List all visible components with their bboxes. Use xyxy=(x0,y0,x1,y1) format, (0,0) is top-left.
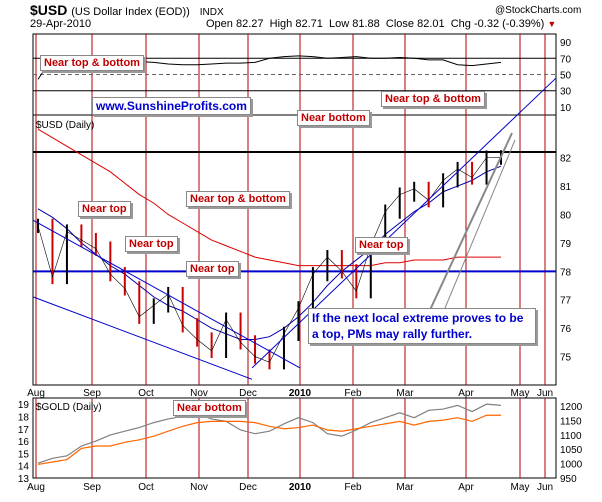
price-ytick: 77 xyxy=(560,296,572,307)
low-value: 81.88 xyxy=(352,18,380,30)
sma-50-line xyxy=(37,165,502,341)
rsi-ytick: 50 xyxy=(560,71,572,82)
xtick-label-price: Dec xyxy=(239,388,257,399)
chart-date: 29-Apr-2010 xyxy=(30,18,92,30)
xtick-label-gold: Jun xyxy=(537,482,553,493)
gold-ytick-right: 1050 xyxy=(560,445,583,456)
xtick-label-price: Jun xyxy=(537,388,553,399)
copyright: @StockCharts.com xyxy=(495,5,582,16)
gold-ytick-left: 16 xyxy=(18,437,30,448)
xtick-label-gold: Aug xyxy=(27,482,45,493)
symbol-title: $USD (US Dollar Index (EOD)) INDX xyxy=(30,2,224,18)
gold-ytick-left: 13 xyxy=(18,474,30,485)
xtick-label-gold: Apr xyxy=(458,482,474,493)
annotation-near-top-4: Near top xyxy=(355,237,408,253)
exchange: INDX xyxy=(199,7,224,18)
xtick-label-price: Apr xyxy=(458,388,474,399)
gold-series-0 xyxy=(37,403,502,464)
panel-frame-2 xyxy=(32,114,557,386)
price-ytick: 76 xyxy=(560,324,572,335)
gold-series-1 xyxy=(37,414,501,466)
annotation-near-top-bottom-1: Near top & bottom xyxy=(40,55,144,71)
xtick-label-price: Mar xyxy=(396,388,414,399)
rsi-ytick: 30 xyxy=(560,87,572,98)
xtick-label-price: Oct xyxy=(138,388,154,399)
xtick-label-price: Nov xyxy=(190,388,208,399)
annotation-near-top-bottom-3: Near top & bottom xyxy=(381,91,485,107)
xtick-label-price: Sep xyxy=(83,388,101,399)
annotation-comment: If the next local extreme proves to be a… xyxy=(308,308,536,344)
rsi-ytick: 70 xyxy=(560,54,572,65)
gold-ytick-left: 17 xyxy=(18,425,30,436)
xtick-label-gold: Oct xyxy=(138,482,154,493)
xtick-label-price: May xyxy=(511,388,530,399)
low-label: Low xyxy=(328,18,350,30)
gold-ytick-left: 18 xyxy=(18,412,30,423)
gold-ytick-left: 19 xyxy=(18,400,30,411)
price-ytick: 78 xyxy=(560,267,572,278)
down-arrow-icon: ▼ xyxy=(547,19,557,29)
high-value: 82.71 xyxy=(295,18,323,30)
open-label: Open xyxy=(206,18,233,30)
gold-ytick-left: 15 xyxy=(18,449,30,460)
annotation-near-bottom-2: Near bottom xyxy=(173,400,246,416)
price-ytick: 75 xyxy=(560,353,572,364)
xtick-label-gold: 2010 xyxy=(289,482,312,493)
open-value: 82.27 xyxy=(235,18,264,30)
annotation-near-top-3: Near top xyxy=(186,261,239,277)
xtick-label-price: Aug xyxy=(27,388,45,399)
xtick-label-gold: Dec xyxy=(239,482,257,493)
website-label: www.SunshineProfits.com xyxy=(92,97,251,115)
pointer-line-comment-1 xyxy=(429,132,513,311)
price-ytick: 82 xyxy=(560,154,572,165)
price-ytick: 79 xyxy=(560,239,572,250)
price-ytick: 81 xyxy=(560,182,572,193)
gold-panel-label: $GOLD (Daily) xyxy=(36,402,102,413)
price-ytick: 80 xyxy=(560,210,572,221)
chg-value: -0.32 (-0.39%) xyxy=(473,18,545,30)
xtick-label-gold: Nov xyxy=(190,482,208,493)
price-line xyxy=(37,157,502,363)
high-label: High xyxy=(269,18,293,30)
annotation-near-top-bottom-2: Near top & bottom xyxy=(186,191,290,207)
xtick-label-gold: Sep xyxy=(83,482,101,493)
gold-ytick-right: 1200 xyxy=(560,402,583,413)
rsi-ytick: 90 xyxy=(560,38,572,49)
gold-ytick-right: 1000 xyxy=(560,460,583,471)
gold-ytick-right: 1150 xyxy=(560,416,582,427)
symbol: $USD xyxy=(30,2,68,18)
annotation-near-top-2: Near top xyxy=(125,236,178,252)
gold-ytick-right: 1100 xyxy=(560,431,582,442)
trendline-upper-down xyxy=(32,219,301,369)
chg-label: Chg xyxy=(450,18,471,30)
xtick-label-price: 2010 xyxy=(289,388,312,399)
close-label: Close xyxy=(385,18,415,30)
gold-ytick-right: 950 xyxy=(560,474,577,485)
trendline-up xyxy=(251,77,557,369)
ohlc-readout: Open 82.27 High 82.71 Low 81.88 Close 82… xyxy=(206,18,556,30)
xtick-label-gold: Feb xyxy=(344,482,362,493)
rsi-ytick: 10 xyxy=(560,103,572,114)
pointer-line-comment-2 xyxy=(439,139,516,321)
close-value: 82.01 xyxy=(417,18,445,30)
sma-200-line xyxy=(37,128,501,267)
annotation-near-top-1: Near top xyxy=(78,201,131,217)
xtick-label-gold: Mar xyxy=(396,482,414,493)
panel-frame-3 xyxy=(32,397,557,479)
gold-ytick-left: 14 xyxy=(18,462,30,473)
xtick-label-price: Feb xyxy=(344,388,362,399)
trendline-lower-down xyxy=(32,296,253,380)
price-panel-label: $USD (Daily) xyxy=(36,120,94,131)
symbol-name: (US Dollar Index (EOD)) xyxy=(71,6,190,18)
xtick-label-gold: May xyxy=(511,482,530,493)
annotation-near-bottom-1: Near bottom xyxy=(297,110,370,126)
